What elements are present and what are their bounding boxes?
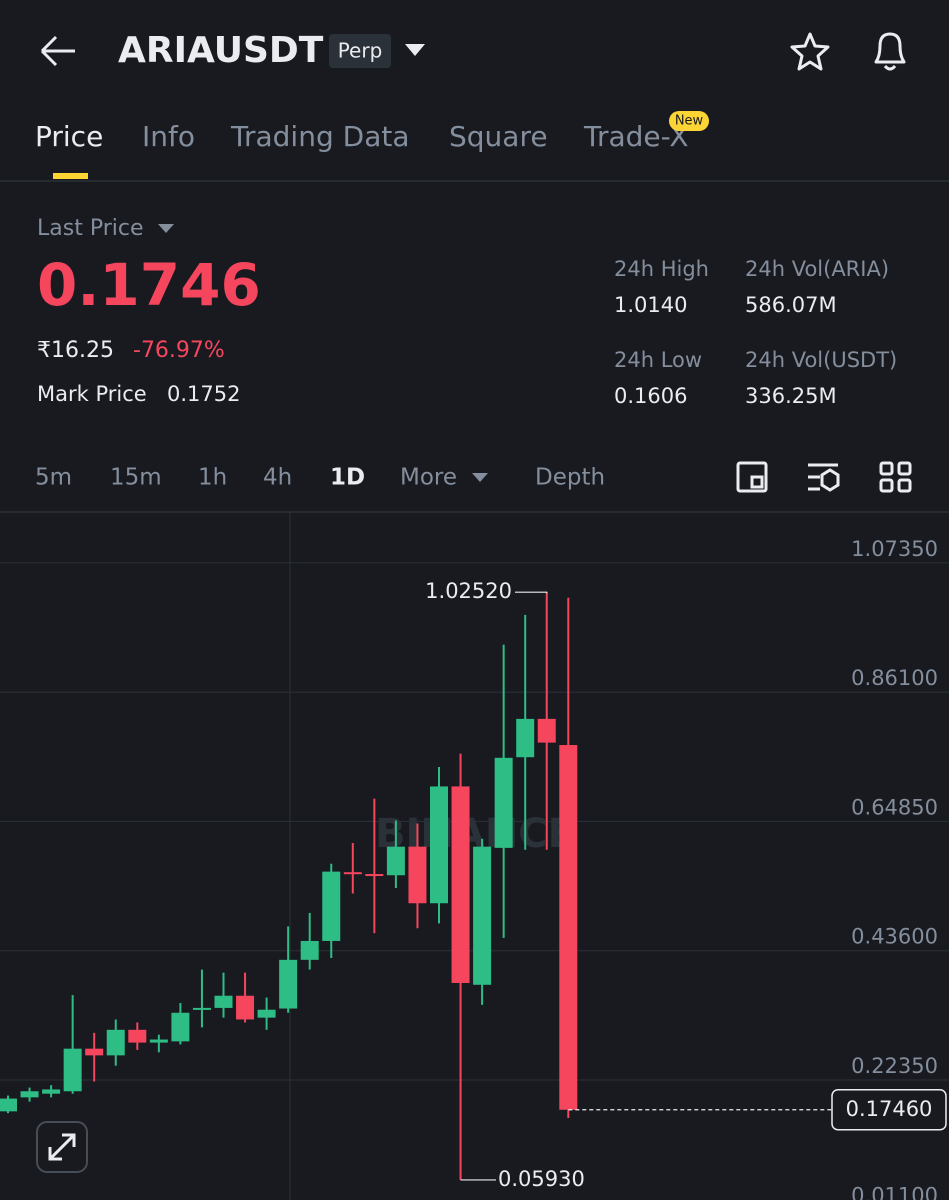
stat-value: 336.25M — [745, 384, 837, 408]
symbol: ARIAUSDT — [118, 30, 324, 71]
candle-body — [537, 718, 556, 743]
stat-label: 24h High — [614, 257, 709, 281]
candle-body — [106, 1029, 125, 1056]
stat-label: 24h Vol(ARIA) — [745, 257, 889, 281]
last-price-label: 0.17460 — [846, 1097, 933, 1121]
mark-price: 0.1752 — [167, 382, 240, 406]
stat-label: 24h Vol(USDT) — [745, 348, 897, 372]
candle-body — [365, 874, 384, 877]
high-label: 1.02520 — [425, 579, 512, 603]
y-tick-label: 0.22350 — [851, 1054, 938, 1078]
stat-value: 0.1606 — [614, 384, 687, 408]
tab[interactable]: Square — [449, 120, 548, 153]
y-tick-label: 0.01100 — [851, 1183, 938, 1200]
favorite-button[interactable] — [790, 32, 830, 71]
candle-body — [42, 1089, 61, 1094]
candle-body — [128, 1029, 147, 1043]
tab[interactable]: Info — [142, 120, 195, 153]
interval[interactable]: 4h — [263, 465, 292, 491]
chart-tool-2[interactable] — [808, 463, 840, 492]
candlestick-chart[interactable]: BINANCE1.073500.861000.648500.436000.223… — [0, 537, 949, 1200]
mark-price-label: Mark Price — [37, 382, 147, 406]
candle-body — [214, 995, 233, 1008]
candle-body — [386, 846, 405, 876]
stat-value: 1.0140 — [614, 293, 687, 317]
interval[interactable]: 15m — [110, 465, 162, 491]
back-button[interactable] — [40, 35, 75, 67]
y-tick-label: 0.86100 — [851, 666, 938, 690]
candle-body — [408, 846, 427, 904]
last-price-box — [831, 1089, 947, 1131]
candle-body — [451, 786, 470, 983]
last-price: 0.1746 — [37, 251, 261, 319]
candle-body — [171, 1012, 190, 1042]
fullscreen-button[interactable] — [36, 1121, 88, 1173]
candle-body — [473, 846, 492, 985]
y-tick-label: 0.43600 — [851, 925, 938, 949]
candle-body — [322, 871, 341, 941]
interval[interactable]: Depth — [535, 465, 605, 491]
candle-body — [300, 940, 319, 960]
tab[interactable]: Trading Data — [230, 120, 410, 153]
new-badge-bg — [669, 111, 709, 131]
new-badge: New — [675, 114, 704, 129]
price-change: -76.97% — [133, 338, 225, 363]
more-dropdown[interactable] — [472, 473, 488, 482]
interval[interactable]: 1D — [330, 465, 365, 491]
candle-body — [343, 872, 362, 875]
candle-body — [430, 786, 448, 904]
candle-body — [63, 1048, 82, 1092]
chart-tool-1[interactable] — [736, 461, 768, 493]
interval[interactable]: 5m — [35, 465, 72, 491]
candle-body — [20, 1091, 39, 1098]
badge-bg — [329, 34, 391, 68]
last-price-dropdown[interactable] — [158, 224, 174, 233]
candle-body — [279, 959, 298, 1009]
interval[interactable]: 1h — [198, 465, 227, 491]
candle-body — [149, 1039, 168, 1043]
candle-body — [0, 1098, 17, 1112]
badge[interactable]: Perp — [338, 39, 383, 63]
fiat-price: ₹16.25 — [37, 338, 114, 363]
stat-label: 24h Low — [614, 348, 702, 372]
interval[interactable]: More — [400, 465, 457, 491]
active-tab-indicator — [53, 173, 88, 179]
chart-tool-3[interactable] — [879, 461, 912, 493]
high-marker — [515, 591, 548, 594]
alert-button[interactable] — [874, 32, 906, 71]
stat-value: 586.07M — [745, 293, 837, 317]
candle-body — [257, 1009, 276, 1018]
symbol-dropdown[interactable] — [405, 44, 425, 56]
candle-body — [559, 745, 578, 1110]
last-price-label[interactable]: Last Price — [37, 216, 144, 241]
low-label: 0.05930 — [498, 1167, 585, 1191]
y-tick-label: 0.64850 — [851, 795, 938, 819]
y-tick-label: 1.07350 — [851, 537, 938, 561]
candle-body — [494, 757, 513, 848]
tab[interactable]: Price — [35, 120, 103, 153]
candle-body — [516, 718, 535, 758]
candle-body — [192, 1007, 211, 1010]
candle-body — [236, 995, 255, 1020]
candle-body — [85, 1048, 104, 1056]
